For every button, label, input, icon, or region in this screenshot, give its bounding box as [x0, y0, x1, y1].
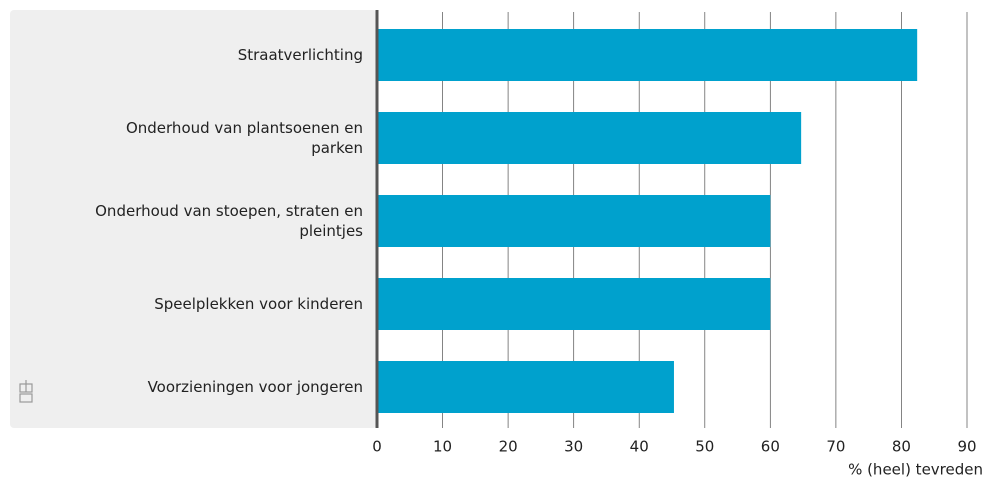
- category-label: Onderhoud van stoepen, straten en pleint…: [95, 202, 363, 240]
- category-label: Onderhoud van plantsoenen en parken: [125, 119, 363, 157]
- x-tick-label: 20: [499, 438, 518, 456]
- bar: [377, 361, 674, 413]
- bar: [377, 29, 918, 81]
- x-tick-label: 50: [695, 438, 714, 456]
- category-label: Straatverlichting: [237, 46, 363, 64]
- x-tick-label: 60: [761, 438, 780, 456]
- logo: [19, 380, 33, 403]
- x-tick-label: 10: [433, 438, 452, 456]
- x-tick-label: 40: [630, 438, 649, 456]
- bar: [377, 112, 802, 164]
- bar: [377, 195, 771, 247]
- bar: [377, 278, 771, 330]
- category-label: Speelplekken voor kinderen: [154, 295, 363, 313]
- label-panel: [10, 10, 377, 428]
- x-tick-label: 80: [892, 438, 911, 456]
- x-tick-label: 30: [564, 438, 583, 456]
- x-tick-label: 70: [826, 438, 845, 456]
- x-tick-label: 90: [957, 438, 976, 456]
- category-label: Voorzieningen voor jongeren: [147, 378, 363, 396]
- x-axis-label: % (heel) tevreden: [848, 461, 983, 479]
- x-tick-label: 0: [372, 438, 382, 456]
